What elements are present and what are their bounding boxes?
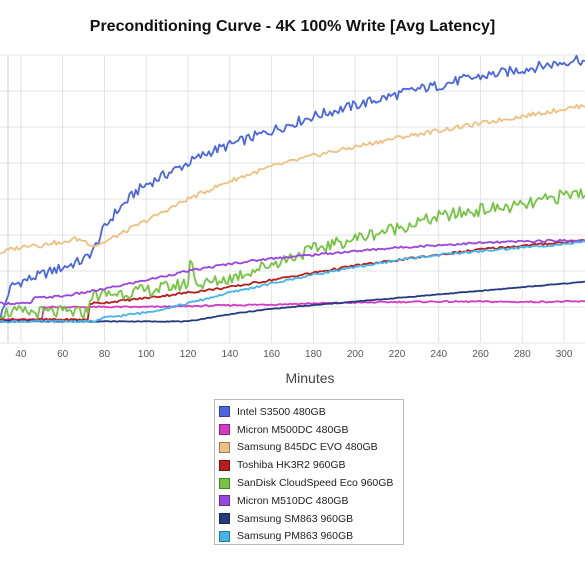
x-tick-label: 40: [15, 349, 27, 360]
grid-lines: [0, 54, 585, 344]
legend-swatch: [219, 513, 230, 525]
legend-label: Samsung 845DC EVO 480GB: [237, 441, 378, 454]
legend-swatch: [219, 530, 230, 542]
series-line-3: [0, 238, 585, 322]
series-line-5: [0, 238, 585, 306]
legend-label: Samsung PM863 960GB: [237, 530, 354, 543]
legend-item: Intel S3500 480GB: [219, 403, 403, 421]
legend-item: Micron M500DC 480GB: [219, 421, 403, 439]
legend-item: Micron M510DC 480GB: [219, 492, 403, 510]
series-line-7: [0, 240, 585, 324]
x-tick-label: 200: [347, 349, 364, 360]
legend-swatch: [219, 406, 230, 418]
series-line-6: [0, 280, 585, 323]
legend-swatch: [219, 459, 230, 471]
legend-label: Toshiba HK3R2 960GB: [237, 459, 346, 472]
series-line-4: [0, 188, 585, 320]
legend-item: Samsung PM863 960GB: [219, 528, 403, 546]
legend-label: Micron M510DC 480GB: [237, 494, 349, 507]
legend-swatch: [219, 477, 230, 489]
x-tick-label: 80: [99, 349, 111, 360]
legend-swatch: [219, 495, 230, 507]
legend-label: SanDisk CloudSpeed Eco 960GB: [237, 477, 394, 490]
x-tick-label: 120: [180, 349, 197, 360]
x-tick-label: 300: [556, 349, 573, 360]
x-tick-label: 180: [305, 349, 322, 360]
x-tick-label: 220: [389, 349, 406, 360]
x-tick-label: 240: [430, 349, 447, 360]
legend-item: Samsung SM863 960GB: [219, 510, 403, 528]
x-tick-label: 160: [263, 349, 280, 360]
x-tick-label: 260: [472, 349, 489, 360]
legend-label: Intel S3500 480GB: [237, 405, 326, 418]
series-line-1: [0, 299, 585, 322]
x-tick-label: 60: [57, 349, 69, 360]
legend-item: SanDisk CloudSpeed Eco 960GB: [219, 474, 403, 492]
legend-item: Samsung 845DC EVO 480GB: [219, 439, 403, 457]
legend: Intel S3500 480GB Micron M500DC 480GB Sams…: [214, 399, 404, 545]
legend-label: Samsung SM863 960GB: [237, 512, 354, 525]
x-axis-label: Minutes: [285, 370, 335, 386]
chart-title: Preconditioning Curve - 4K 100% Write [A…: [89, 18, 496, 35]
legend-label: Micron M500DC 480GB: [237, 423, 349, 436]
x-tick-labels: 40 60 80 100 120 140 160 180 200 220 240 260 280 300: [15, 349, 573, 360]
series-lines: [0, 54, 585, 324]
legend-swatch: [219, 424, 230, 436]
x-tick-label: 280: [514, 349, 531, 360]
series-line-2: [0, 103, 585, 255]
legend-swatch: [219, 441, 230, 453]
x-tick-label: 140: [221, 349, 238, 360]
legend-item: Toshiba HK3R2 960GB: [219, 456, 403, 474]
series-line-0: [0, 54, 585, 322]
x-tick-label: 100: [138, 349, 155, 360]
